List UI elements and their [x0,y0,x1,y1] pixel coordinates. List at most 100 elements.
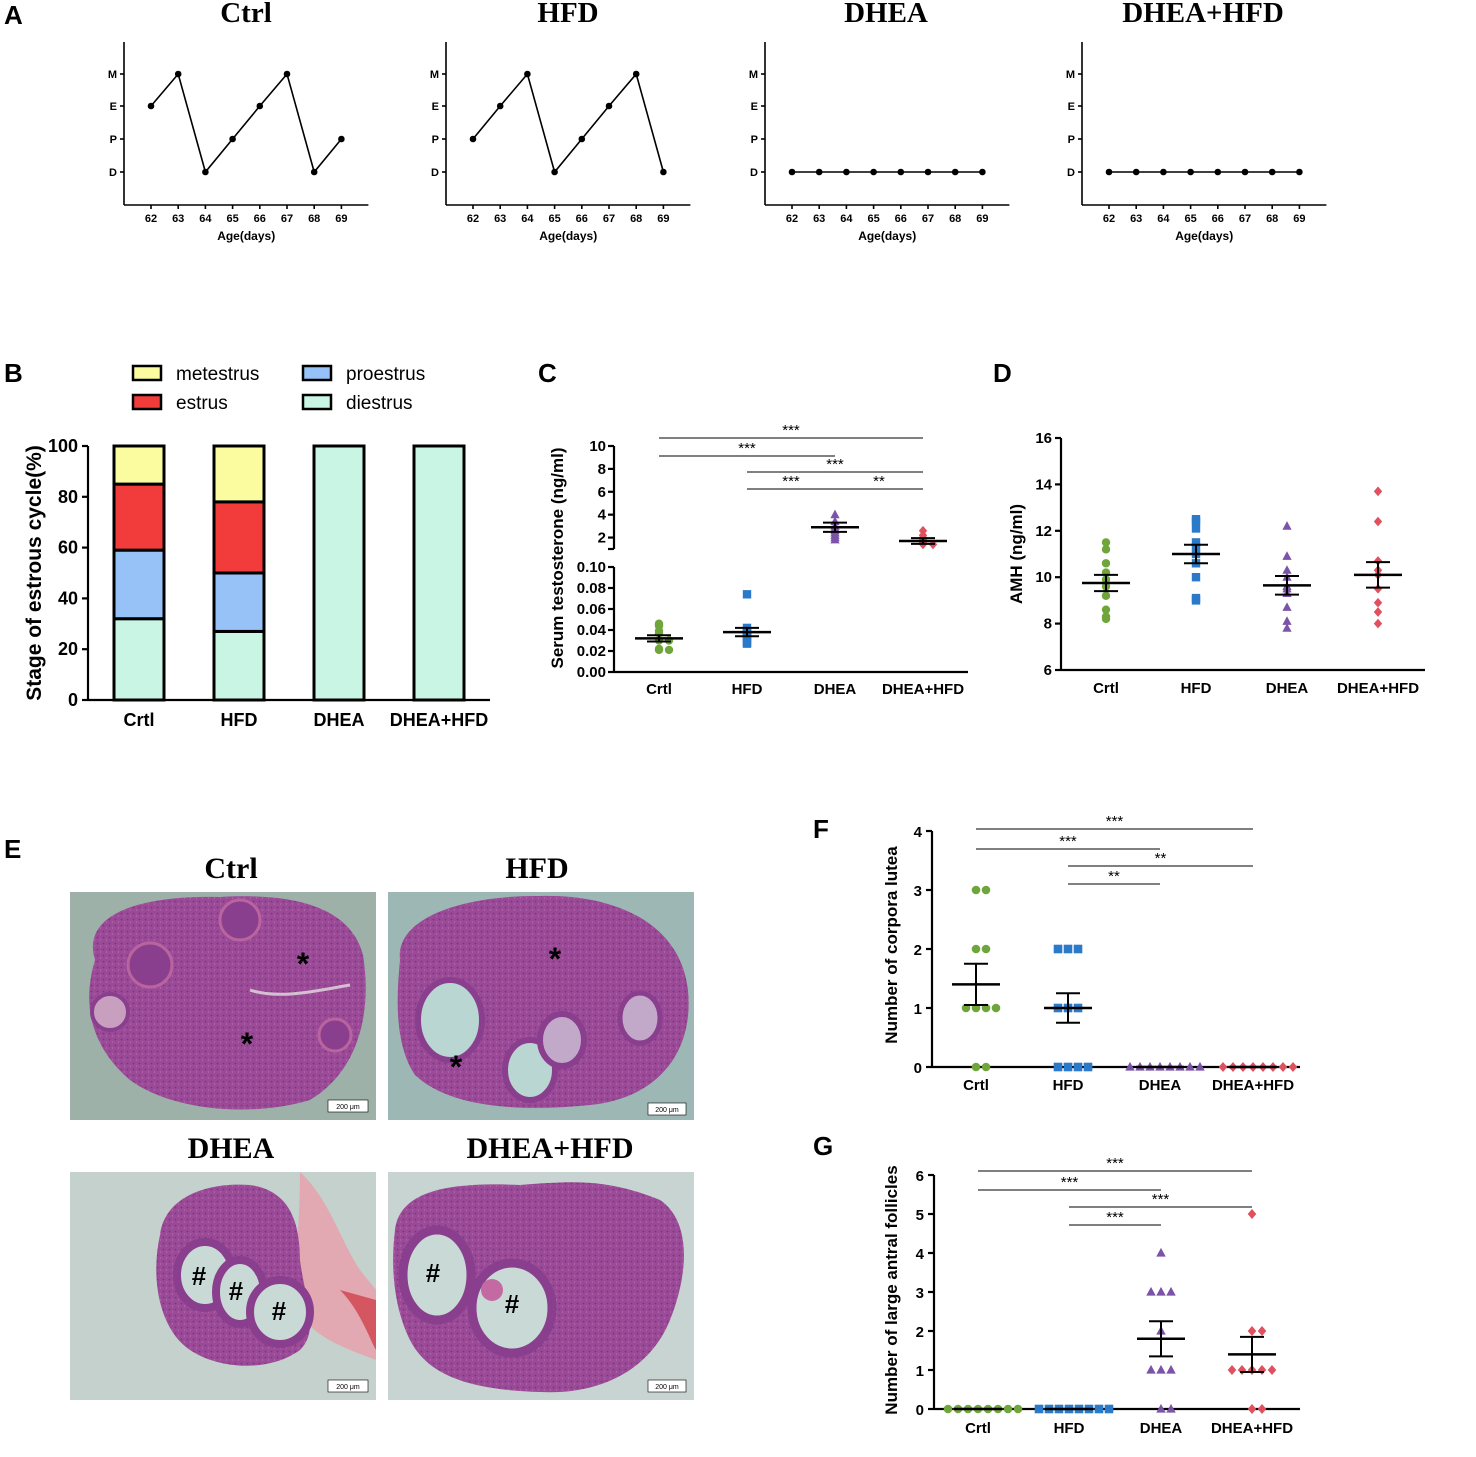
follicles-point-dhea-10 [1166,1403,1176,1413]
panel-letter-a: A [4,0,23,30]
x-tick-label-dhea-63: 63 [813,213,825,225]
follicles-point-dhea-4 [1146,1286,1156,1296]
histology-title-hfd: HFD [505,852,568,885]
follicles-y-tick-label-1: 1 [916,1363,924,1380]
bar-segment-proestrus-crtl [112,548,166,621]
histology-mark-hfd-2: * [450,1049,463,1085]
data-point-ctrl-62 [147,102,155,110]
histology-scale-hfd: 200 μm [655,1107,679,1114]
data-point-dhea-plus-hfd-62 [1105,168,1113,176]
testosterone-y-tick-label-upper-1: 4 [598,507,607,524]
corpora-x-tick-label-dhea-plus-hfd: DHEA+HFD [1212,1077,1294,1094]
follicles-point-dhea-plus-hfd-1 [1247,1209,1257,1219]
x-tick-label-hfd-68: 68 [630,213,642,225]
follicles-point-hfd-8 [1104,1404,1114,1414]
x-tick-label-ctrl-65: 65 [226,213,238,225]
data-point-dhea-62 [788,168,796,176]
histology-mark-dhea-hfd-1: # [426,1258,441,1288]
corpora-y-tick-label-1: 1 [914,1001,922,1018]
testosterone-x-tick-label-hfd: HFD [732,681,763,698]
data-point-dhea-plus-hfd-68 [1268,168,1276,176]
histology-title-ctrl: Ctrl [204,852,257,885]
corpora-point-hfd-9 [1053,1062,1063,1072]
data-point-hfd-64 [524,70,531,78]
follicles-x-tick-label-crtl: Crtl [965,1420,991,1437]
x-tick-label-ctrl-62: 62 [145,213,157,225]
y-tick-label-stage-0: 0 [68,690,78,710]
y-tick-label-hfd-p: P [432,134,439,146]
follicles-point-hfd-7 [1034,1404,1044,1414]
testosterone-y-tick-label-upper-4: 10 [589,438,606,455]
follicles-point-crtl-6 [1003,1404,1013,1414]
data-point-dhea-plus-hfd-66 [1214,168,1222,176]
testosterone-point-crtl-10 [664,645,674,655]
corpora-lutea-scatter-chart: 0 1 2 3 4 Number of corpora lutea Crtl HFD DHEA D… [882,813,1300,1094]
bar-segment-diestrus-hfd [212,629,266,702]
amh-point-crtl-3 [1101,559,1111,568]
data-point-dhea-plus-hfd-65 [1187,168,1194,176]
follicles-y-axis-label: Number of large antral follicles [882,1165,901,1414]
legend-swatch-diestrus [301,393,333,411]
follicles-y-tick-label-0: 0 [916,1402,924,1419]
corpora-point-hfd-8 [1073,1062,1083,1072]
follicles-sig-label-4: *** [1106,1209,1124,1226]
y-tick-label-dhea-plus-hfd-d: D [1067,167,1075,179]
corpora-x-tick-label-hfd: HFD [1053,1077,1084,1094]
data-point-hfd-69 [660,168,667,176]
data-point-ctrl-67 [283,70,291,78]
chart-title-dhea: DHEA [844,0,928,29]
data-point-ctrl-63 [174,70,182,78]
corpora-point-dhea-plus-hfd-6 [1278,1062,1288,1072]
x-tick-label-ctrl-69: 69 [335,213,347,225]
histology-image-dhea: # # # 200 μm [70,1172,376,1400]
follicles-x-tick-label-hfd: HFD [1054,1420,1085,1437]
follicles-point-dhea-plus-hfd-6 [1237,1365,1247,1375]
corpora-y-tick-label-2: 2 [914,942,922,959]
y-tick-label-dhea-m: M [749,69,758,81]
amh-point-dhea-plus-hfd-9 [1373,618,1383,629]
amh-point-crtl-7 [1101,591,1111,600]
data-point-hfd-68 [632,70,640,78]
data-point-ctrl-64 [202,168,209,176]
x-tick-label-stage-hfd: HFD [221,710,258,730]
corpora-point-dhea-8 [1195,1061,1205,1071]
amh-point-dhea-plus-hfd-2 [1373,516,1383,527]
panel-letter-e: E [4,834,21,864]
corpora-point-crtl-3 [971,944,981,954]
corpora-point-crtl-9 [971,1062,981,1072]
amh-point-dhea-plus-hfd-8 [1373,607,1383,617]
follicles-y-tick-label-5: 5 [916,1207,924,1224]
corpora-point-crtl-8 [991,1003,1001,1013]
corpora-point-hfd-2 [1073,944,1083,954]
y-tick-label-hfd-m: M [430,69,439,81]
follicles-point-dhea-2 [1156,1286,1166,1296]
y-tick-label-ctrl-d: D [109,167,117,179]
follicles-point-dhea-1 [1156,1247,1166,1257]
data-point-ctrl-69 [338,135,345,143]
testosterone-point-crtl-9 [654,645,664,655]
amh-y-tick-label-8: 8 [1044,616,1052,633]
estrous-line-charts: Ctrl D P E M 62 63 64 65 66 67 68 69 Age(days) HFD D P E M… [108,0,1327,243]
follicles-sig-label-2: *** [1061,1174,1079,1191]
data-point-dhea-plus-hfd-67 [1241,168,1249,176]
amh-point-dhea-8 [1282,602,1292,611]
x-tick-label-hfd-66: 66 [576,213,588,225]
x-tick-label-ctrl-63: 63 [172,213,184,225]
histology-title-dhea-hfd: DHEA+HFD [466,1132,633,1165]
corpora-point-dhea-7 [1125,1061,1135,1071]
testosterone-y-tick-label-lower-4: 0.08 [577,580,606,597]
histology-scale-ctrl: 200 μm [336,1104,360,1111]
x-tick-label-hfd-62: 62 [467,213,479,225]
corpora-y-axis-label: Number of corpora lutea [882,846,901,1044]
histology-mark-ctrl-1: * [297,946,310,982]
amh-point-crtl-2 [1101,545,1111,554]
amh-y-tick-label-14: 14 [1035,476,1052,493]
histology-scale-dhea-hfd: 200 μm [655,1384,679,1391]
data-point-hfd-63 [496,102,504,110]
bar-segment-diestrus-crtl [112,617,166,702]
data-point-dhea-65 [870,168,877,176]
data-point-dhea-68 [951,168,959,176]
y-tick-label-dhea-p: P [751,134,758,146]
y-tick-label-ctrl-p: P [110,134,117,146]
